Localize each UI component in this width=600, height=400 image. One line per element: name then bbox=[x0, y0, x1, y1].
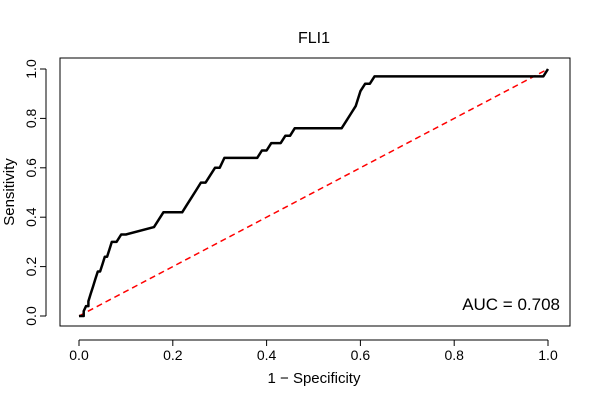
auc-annotation: AUC = 0.708 bbox=[462, 295, 560, 314]
y-tick-label: 0.0 bbox=[23, 306, 39, 326]
x-tick-label: 0.0 bbox=[69, 347, 89, 363]
x-tick-label: 0.4 bbox=[257, 347, 277, 363]
y-tick-label: 1.0 bbox=[23, 59, 39, 79]
series-layer bbox=[78, 68, 550, 318]
x-axis: 0.0 0.2 0.4 0.6 0.8 1.0 bbox=[69, 339, 558, 363]
y-tick-label: 0.4 bbox=[23, 207, 39, 227]
y-axis-label: Sensitivity bbox=[1, 158, 18, 226]
roc-curve-line bbox=[79, 68, 550, 318]
reference-diagonal-line bbox=[78, 68, 549, 317]
x-tick-label: 0.8 bbox=[444, 347, 464, 363]
chart-title: FLI1 bbox=[298, 30, 330, 47]
x-tick-label: 1.0 bbox=[538, 347, 558, 363]
plot-frame bbox=[59, 57, 571, 327]
x-tick-label: 0.6 bbox=[351, 347, 371, 363]
y-axis: 0.0 0.2 0.4 0.6 0.8 1.0 bbox=[23, 59, 47, 326]
y-tick-label: 0.6 bbox=[23, 158, 39, 178]
x-axis-label: 1 − Specificity bbox=[268, 370, 361, 387]
y-tick-label: 0.8 bbox=[23, 108, 39, 128]
y-tick-label: 0.2 bbox=[23, 257, 39, 277]
x-tick-label: 0.2 bbox=[163, 347, 183, 363]
